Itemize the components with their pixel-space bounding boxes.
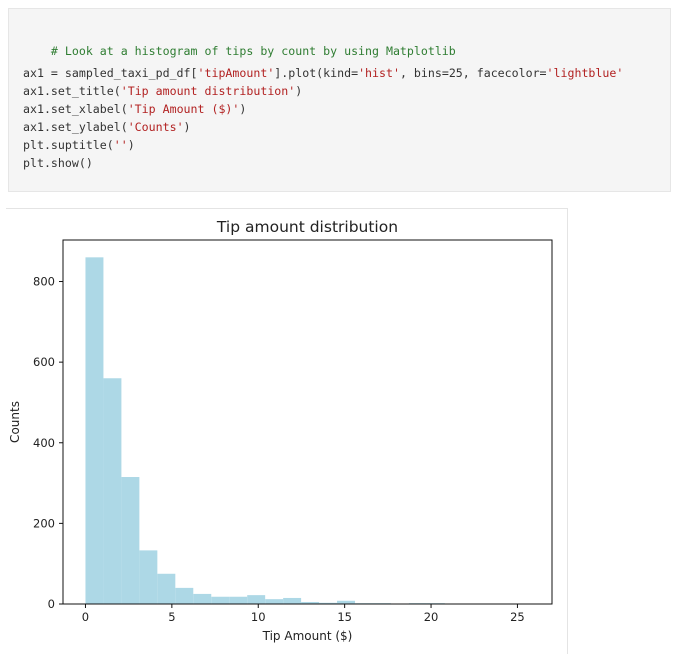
code-line-suptitle: plt.suptitle(''): [23, 137, 135, 153]
code-token: ): [295, 84, 303, 98]
y-tick-label: 0: [48, 597, 55, 611]
code-line-set-xlabel: ax1.set_xlabel('Tip Amount ($)'): [23, 101, 246, 117]
code-token: ].plot(kind=: [274, 66, 359, 80]
x-axis-ticks: 0 5 10 15 20 25: [82, 604, 525, 624]
histogram-bar: [157, 573, 176, 604]
histogram-bar: [211, 596, 230, 604]
x-axis-label: Tip Amount ($): [262, 629, 353, 643]
x-tick-label: 0: [82, 610, 89, 624]
x-tick-label: 10: [251, 610, 266, 624]
code-string: '': [113, 138, 128, 152]
code-comment: # Look at a histogram of tips by count b…: [50, 44, 456, 58]
code-token: plt.show(): [23, 156, 93, 170]
code-line-show: plt.show(): [23, 155, 93, 171]
code-token: ax1.set_xlabel(: [23, 102, 128, 116]
code-string: 'hist': [358, 66, 400, 80]
histogram-chart: 0 5 10 15 20 25 0 200 400 600 800 Tip amount dist…: [8, 218, 553, 643]
code-string: 'Tip Amount ($)': [127, 102, 240, 116]
code-token: ax1.set_title(: [23, 84, 121, 98]
code-comment-line: # Look at a histogram of tips by count b…: [23, 27, 456, 75]
y-tick-label: 800: [33, 275, 55, 289]
x-tick-label: 25: [510, 610, 525, 624]
histogram-bar: [103, 378, 122, 604]
code-line-set-ylabel: ax1.set_ylabel('Counts'): [23, 119, 191, 135]
histogram-bar: [301, 601, 320, 604]
histogram-bar: [85, 257, 104, 604]
histogram-bar: [229, 596, 248, 604]
histogram-bar: [265, 599, 284, 604]
code-string: 'Counts': [127, 120, 184, 134]
plot-area-frame: [62, 239, 553, 605]
code-token: ax1.set_ylabel(: [23, 120, 128, 134]
code-token: , bins=25, facecolor=: [399, 66, 547, 80]
x-tick-label: 20: [424, 610, 439, 624]
histogram-bar: [139, 550, 158, 604]
histogram-bar: [337, 600, 356, 604]
y-axis-label: Counts: [8, 401, 22, 443]
code-string: 'lightblue': [546, 66, 624, 80]
output-figure: 0 5 10 15 20 25 0 200 400 600 800 Tip amount dist…: [6, 208, 568, 654]
code-line-plot: ax1 = sampled_taxi_pd_df['tipAmount'].pl…: [23, 65, 623, 81]
histogram-bars: [85, 257, 535, 604]
histogram-bar: [319, 602, 338, 604]
code-cell[interactable]: # Look at a histogram of tips by count b…: [8, 8, 671, 192]
histogram-bar: [283, 597, 302, 604]
histogram-bar: [193, 593, 212, 604]
code-string: 'tipAmount': [197, 66, 275, 80]
y-tick-label: 600: [33, 355, 55, 369]
code-token: plt.suptitle(: [23, 138, 114, 152]
code-token: ): [127, 138, 135, 152]
y-tick-label: 400: [33, 436, 55, 450]
code-string: 'Tip amount distribution': [120, 84, 296, 98]
code-token: ax1 = sampled_taxi_pd_df[: [23, 66, 198, 80]
x-tick-label: 5: [168, 610, 175, 624]
chart-title: Tip amount distribution: [216, 218, 398, 236]
histogram-bar: [247, 595, 266, 604]
y-tick-label: 200: [33, 516, 55, 530]
y-axis-ticks: 0 200 400 600 800: [33, 275, 63, 611]
code-token: ): [239, 102, 247, 116]
histogram-bar: [175, 587, 194, 604]
code-token: ): [183, 120, 191, 134]
x-tick-label: 15: [337, 610, 352, 624]
code-line-set-title: ax1.set_title('Tip amount distribution'): [23, 83, 302, 99]
histogram-bar: [121, 477, 140, 604]
